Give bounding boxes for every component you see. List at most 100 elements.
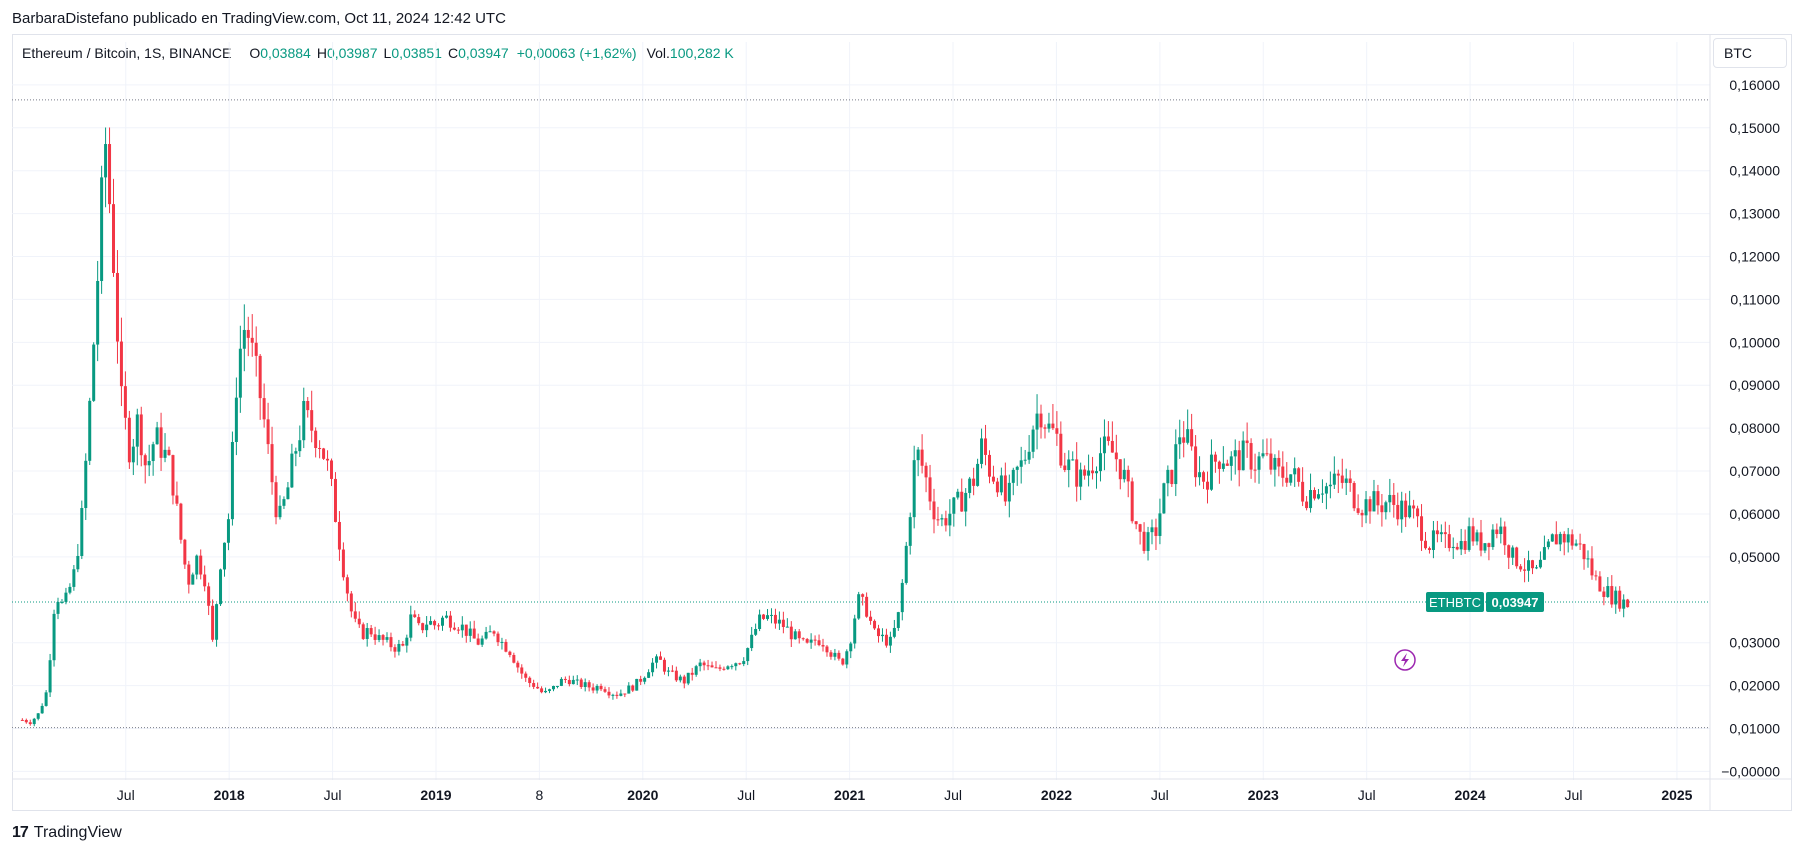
time-tick-label: Jul <box>1151 787 1169 803</box>
candle-body <box>361 624 365 639</box>
candle-body <box>44 692 48 706</box>
candle-body <box>551 686 555 690</box>
price-tick-label: 0,07000 <box>1729 463 1780 479</box>
currency-button[interactable]: BTC <box>1713 38 1787 68</box>
candle-body <box>1269 453 1273 470</box>
candle-body <box>1507 545 1511 558</box>
candle-body <box>1166 469 1170 484</box>
candle-body <box>112 204 116 273</box>
candle-body <box>401 643 405 646</box>
candle-body <box>1320 493 1324 495</box>
candle-body <box>1554 534 1558 545</box>
candle-body <box>1594 575 1598 577</box>
candle-body <box>1511 547 1515 558</box>
candle-body <box>1118 459 1122 480</box>
candle-body <box>563 678 567 680</box>
candle-body <box>1431 530 1435 550</box>
candle-body <box>1328 484 1332 487</box>
candle-body <box>1031 429 1035 452</box>
candle-body <box>496 633 500 643</box>
candle-body <box>88 400 92 461</box>
candle-body <box>258 355 262 399</box>
candle-body <box>548 689 552 691</box>
legend-symbol[interactable]: Ethereum / Bitcoin, 1S, BINANCE <box>22 45 232 61</box>
candle-body <box>1558 533 1562 545</box>
candle-body <box>211 605 215 640</box>
candle-body <box>916 449 920 461</box>
candle-body <box>686 672 690 684</box>
candle-body <box>595 685 599 691</box>
candle-body <box>769 614 773 616</box>
candle-body <box>1340 475 1344 483</box>
legend-close-value: 0,03947 <box>458 45 509 61</box>
candle-body <box>207 586 211 606</box>
candle-body <box>203 574 207 587</box>
candle-body <box>1380 505 1384 513</box>
candle-body <box>440 617 444 626</box>
candle-body <box>1035 413 1039 430</box>
candle-body <box>1602 591 1606 597</box>
candle-body <box>1087 470 1091 476</box>
candle-body <box>1392 494 1396 505</box>
candle-body <box>1150 527 1154 533</box>
candle-body <box>583 682 587 688</box>
candle-body <box>714 667 718 669</box>
price-tick-label: 0,11000 <box>1730 291 1780 307</box>
time-tick-label: 2018 <box>214 787 245 803</box>
candle-body <box>976 463 980 486</box>
candle-body <box>611 694 615 696</box>
candle-body <box>972 478 976 486</box>
candle-body <box>1491 529 1495 548</box>
candle-body <box>341 549 345 578</box>
candle-body <box>801 638 805 640</box>
candle-body <box>421 623 425 631</box>
candle-body <box>314 430 318 449</box>
candle-body <box>853 618 857 644</box>
candle-body <box>84 460 88 509</box>
candle-body <box>1467 526 1471 550</box>
candle-body <box>1241 440 1245 471</box>
candle-body <box>306 400 310 411</box>
candle-body <box>36 713 40 719</box>
candle-body <box>333 478 337 522</box>
candle-body <box>1202 472 1206 482</box>
candle-body <box>429 621 433 625</box>
candle-body <box>639 678 643 682</box>
candle-body <box>1023 459 1027 461</box>
candle-body <box>1503 526 1507 546</box>
candle-body <box>1626 599 1630 608</box>
legend-low-value: 0,03851 <box>391 45 442 61</box>
candle-body <box>516 662 520 668</box>
candle-body <box>1106 436 1110 441</box>
candle-body <box>464 624 468 636</box>
candle-body <box>651 662 655 673</box>
candle-body <box>1098 453 1102 472</box>
candle-body <box>286 487 290 500</box>
candle-body <box>655 656 659 663</box>
tradingview-logo[interactable]: 17 TradingView <box>12 824 122 842</box>
candle-body <box>805 639 809 643</box>
candle-body <box>480 638 484 645</box>
candle-body <box>524 673 528 678</box>
candle-body <box>199 555 203 575</box>
candle-body <box>1420 516 1424 541</box>
candle-body <box>785 626 789 628</box>
candle-body <box>1102 436 1106 454</box>
candle-body <box>1233 450 1237 457</box>
price-axis: 0,16000 0,15000 0,14000 0,13000 0,12000 0,110… <box>1709 34 1780 811</box>
price-tick-label: 0,03000 <box>1729 635 1780 651</box>
candle-body <box>226 519 230 543</box>
legend-open-label: O <box>249 45 261 61</box>
candle-body <box>349 593 353 612</box>
candle-body <box>1610 586 1614 605</box>
candle-body <box>666 670 670 672</box>
candle-body <box>1435 530 1439 535</box>
candle-body <box>215 604 219 640</box>
candle-body <box>599 685 603 690</box>
candle-body <box>567 679 571 685</box>
candle-body <box>68 586 72 593</box>
candle-body <box>135 414 139 447</box>
lightning-icon[interactable] <box>1394 649 1416 671</box>
candle-body <box>833 652 837 657</box>
